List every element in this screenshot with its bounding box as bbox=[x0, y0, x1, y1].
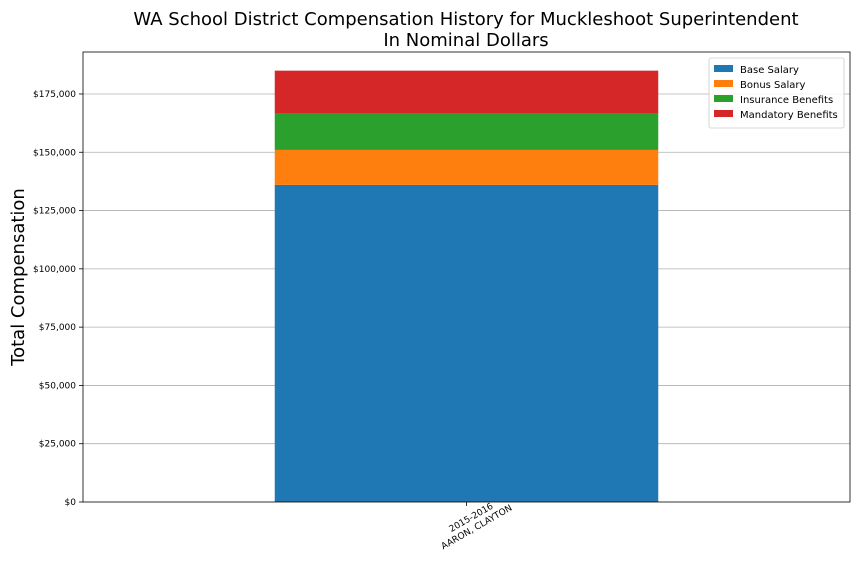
bar-segment-mandatory-benefits bbox=[274, 70, 659, 114]
y-axis-label: Total Compensation bbox=[8, 188, 29, 367]
legend-swatch bbox=[714, 110, 733, 117]
legend-label: Insurance Benefits bbox=[740, 95, 833, 106]
y-tick-label: $175,000 bbox=[33, 90, 76, 100]
legend-label: Mandatory Benefits bbox=[740, 110, 838, 121]
bars-layer bbox=[274, 70, 659, 502]
legend: Base Salary Bonus Salary Insurance Benefit… bbox=[708, 57, 845, 129]
y-tick-label: $100,000 bbox=[33, 265, 76, 275]
legend-swatch bbox=[714, 65, 733, 72]
legend-swatch bbox=[714, 95, 733, 102]
plot-frame bbox=[82, 51, 851, 503]
legend-box bbox=[708, 57, 845, 129]
chart-title-line-2: In Nominal Dollars bbox=[383, 30, 548, 51]
y-tick-label: $0 bbox=[65, 498, 77, 508]
bar-segment-bonus-salary bbox=[274, 149, 659, 185]
legend-swatch bbox=[714, 80, 733, 87]
bar-segment-insurance-benefits bbox=[274, 113, 659, 150]
y-tick-label: $125,000 bbox=[33, 207, 76, 217]
y-tick-label: $75,000 bbox=[39, 323, 76, 333]
legend-label: Base Salary bbox=[740, 65, 799, 76]
y-tick-label: $25,000 bbox=[39, 440, 76, 450]
bar-segment-base-salary bbox=[274, 184, 659, 502]
legend-label: Bonus Salary bbox=[740, 80, 806, 91]
chart-title-line-1: WA School District Compensation History … bbox=[133, 9, 798, 30]
y-tick-label: $150,000 bbox=[33, 148, 76, 158]
y-tick-label: $50,000 bbox=[39, 381, 76, 391]
